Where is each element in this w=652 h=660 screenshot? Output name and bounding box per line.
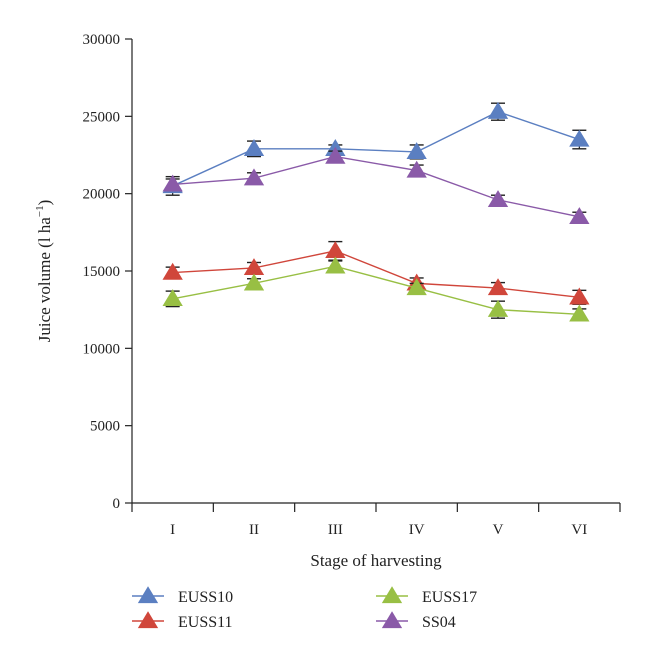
legend-marker	[381, 611, 403, 629]
data-point	[325, 146, 346, 164]
series-layer	[162, 101, 590, 322]
data-point	[325, 241, 346, 259]
data-point	[406, 142, 427, 160]
legend-label: EUSS10	[178, 589, 233, 606]
data-point	[406, 160, 427, 178]
series-euss11	[162, 240, 590, 305]
data-point	[569, 287, 590, 305]
data-point	[325, 256, 346, 274]
data-point	[243, 139, 265, 156]
data-point	[162, 289, 183, 306]
series-line	[172, 110, 580, 187]
y-ticks: 0 5000 10000 15000 20000 25000 30000	[83, 32, 132, 512]
y-tick-label: 15000	[83, 264, 121, 280]
x-ticks: I II III IV V VI	[131, 503, 621, 538]
legend-item-euss10: EUSS10	[132, 586, 233, 606]
y-axis-title: Juice volume (l ha−1)	[34, 200, 54, 343]
series-euss17	[162, 256, 590, 322]
x-axis-title: Stage of harvesting	[310, 551, 442, 570]
data-point	[487, 299, 509, 317]
series-ss04	[162, 146, 590, 225]
data-point	[243, 168, 265, 186]
data-point	[569, 129, 590, 147]
series-line	[172, 155, 580, 218]
legend-marker	[381, 586, 403, 604]
legend-label: EUSS17	[422, 589, 477, 606]
legend-label: EUSS11	[178, 614, 233, 631]
x-tick-label: II	[249, 522, 259, 538]
legend-marker	[137, 586, 159, 604]
data-point	[487, 101, 509, 119]
y-tick-label: 20000	[83, 187, 121, 203]
x-tick-label: V	[493, 522, 504, 538]
x-tick-label: I	[170, 522, 175, 538]
data-point	[487, 190, 509, 208]
data-point	[487, 278, 509, 296]
data-point	[569, 304, 590, 322]
y-tick-label: 25000	[83, 109, 121, 125]
series-line	[172, 250, 580, 298]
legend-label: SS04	[422, 614, 456, 631]
legend-item-euss11: EUSS11	[132, 611, 233, 631]
data-point	[406, 278, 427, 296]
x-tick-label: III	[328, 522, 343, 538]
legend-item-ss04: SS04	[376, 611, 456, 631]
legend-marker	[137, 611, 159, 629]
x-tick-label: IV	[409, 522, 425, 538]
x-tick-label: VI	[571, 522, 587, 538]
y-tick-label: 10000	[83, 341, 121, 357]
series-line	[172, 265, 580, 316]
y-tick-label: 0	[113, 496, 121, 512]
data-point	[569, 207, 590, 225]
legend: EUSS10 EUSS11 EUSS17 SS04	[132, 586, 477, 631]
series-euss10	[162, 101, 590, 196]
data-point	[162, 174, 183, 192]
y-tick-label: 5000	[90, 419, 120, 435]
y-tick-label: 30000	[83, 32, 121, 48]
data-point	[243, 273, 265, 291]
data-point	[162, 262, 183, 280]
legend-item-euss17: EUSS17	[376, 586, 477, 606]
